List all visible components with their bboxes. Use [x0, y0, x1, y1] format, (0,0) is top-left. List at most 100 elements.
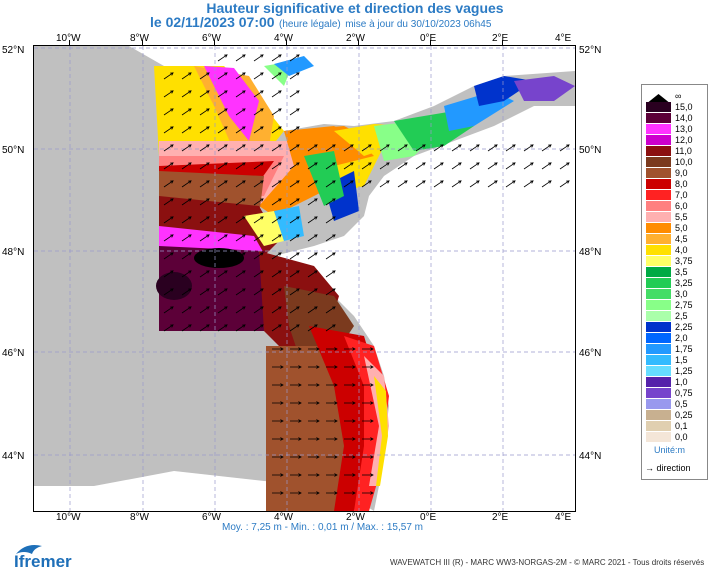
- direction-arrow: [362, 491, 374, 495]
- tick: [502, 40, 503, 45]
- direction-arrow: [163, 270, 174, 278]
- direction-arrow: [217, 324, 228, 332]
- direction-arrow: [325, 306, 336, 314]
- lon-label-top: 10°W: [56, 33, 81, 44]
- legend-swatch: [646, 146, 671, 156]
- legend-swatch: [646, 322, 671, 332]
- direction-arrow: [217, 270, 228, 278]
- legend-swatch: [646, 267, 671, 277]
- direction-arrow: [541, 180, 552, 188]
- direction-arrow: [181, 288, 192, 296]
- direction-arrow: [217, 162, 228, 170]
- direction-arrow: [199, 306, 210, 314]
- legend-label: 2,25: [675, 322, 693, 332]
- direction-arrow: [289, 72, 300, 80]
- direction-arrow: [253, 306, 264, 314]
- direction-arrow: [199, 198, 210, 206]
- legend-label: 3,5: [675, 267, 688, 277]
- direction-arrow: [271, 144, 282, 152]
- direction-arrow: [235, 288, 246, 296]
- direction-arrow: [163, 306, 174, 314]
- direction-arrow: [433, 162, 444, 170]
- lon-label-bottom: 8°W: [130, 512, 149, 523]
- direction-arrow: [235, 324, 246, 332]
- legend-swatch: [646, 234, 671, 244]
- legend-swatch: [646, 432, 671, 442]
- direction-arrow: [217, 252, 228, 260]
- legend-swatch: [646, 179, 671, 189]
- tick: [286, 40, 287, 45]
- lon-label-bottom: 2°W: [346, 512, 365, 523]
- legend-label: 3,25: [675, 278, 693, 288]
- direction-arrow: [344, 491, 356, 495]
- direction-arrow: [199, 108, 210, 116]
- direction-arrow: [217, 90, 228, 98]
- direction-arrow: [271, 234, 282, 242]
- wave-height-map[interactable]: [33, 45, 576, 512]
- direction-arrow: [253, 54, 264, 62]
- lat-label-left: 48°N: [2, 247, 25, 258]
- tick: [69, 40, 70, 45]
- direction-arrow: [362, 401, 374, 405]
- direction-arrow: [217, 234, 228, 242]
- direction-arrow: [415, 180, 426, 188]
- legend-swatch: [646, 168, 671, 178]
- direction-arrow: [505, 162, 516, 170]
- direction-arrow: [272, 473, 284, 477]
- direction-arrow: [343, 144, 354, 152]
- direction-arrow: [271, 252, 282, 260]
- direction-arrow: [415, 162, 426, 170]
- direction-arrow: [217, 216, 228, 224]
- lon-label-top: 4°E: [555, 33, 572, 44]
- direction-arrow: [451, 180, 462, 188]
- direction-arrow: [289, 198, 300, 206]
- direction-arrow: [307, 252, 318, 260]
- direction-arrow: [272, 383, 284, 387]
- direction-arrow: [559, 180, 570, 188]
- direction-arrow: [308, 455, 320, 459]
- direction-arrow: [271, 324, 282, 332]
- legend-swatch: [646, 366, 671, 376]
- legend-swatch: [646, 91, 671, 104]
- direction-arrow: [253, 144, 264, 152]
- direction-arrow: [325, 144, 336, 152]
- direction-arrow: [235, 108, 246, 116]
- direction-arrow: [272, 455, 284, 459]
- direction-arrow: [289, 306, 300, 314]
- legend-label: 2,5: [675, 311, 688, 321]
- direction-arrow: [235, 198, 246, 206]
- direction-arrow: [163, 72, 174, 80]
- direction-arrow: [397, 162, 408, 170]
- direction-arrow: [181, 306, 192, 314]
- direction-arrow: [308, 437, 320, 441]
- direction-arrow: [217, 108, 228, 116]
- direction-arrow: [163, 216, 174, 224]
- legend-label: 5,0: [675, 223, 688, 233]
- direction-arrow: [253, 180, 264, 188]
- direction-arrow: [308, 365, 320, 369]
- direction-arrow: [290, 437, 302, 441]
- direction-arrow: [163, 162, 174, 170]
- direction-arrow: [217, 144, 228, 152]
- direction-arrow: [379, 144, 390, 152]
- direction-arrow: [235, 306, 246, 314]
- direction-arrow: [272, 365, 284, 369]
- lat-label-right: 50°N: [579, 145, 602, 156]
- direction-arrow: [326, 401, 338, 405]
- direction-arrow: [469, 144, 480, 152]
- direction-arrow: [307, 216, 318, 224]
- direction-arrow: [163, 234, 174, 242]
- legend-swatch: [646, 201, 671, 211]
- lon-label-top: 8°W: [130, 33, 149, 44]
- direction-arrow: [361, 180, 372, 188]
- lat-label-right: 46°N: [579, 348, 602, 359]
- legend-swatch: [646, 256, 671, 266]
- legend-label: 3,75: [675, 256, 693, 266]
- direction-arrow: [181, 162, 192, 170]
- legend-label: 10,0: [675, 157, 693, 167]
- direction-arrow: [559, 162, 570, 170]
- forecast-date: le 02/11/2023 07:00: [150, 14, 275, 30]
- direction-arrow: [326, 473, 338, 477]
- direction-arrow: [362, 419, 374, 423]
- direction-arrow: [253, 90, 264, 98]
